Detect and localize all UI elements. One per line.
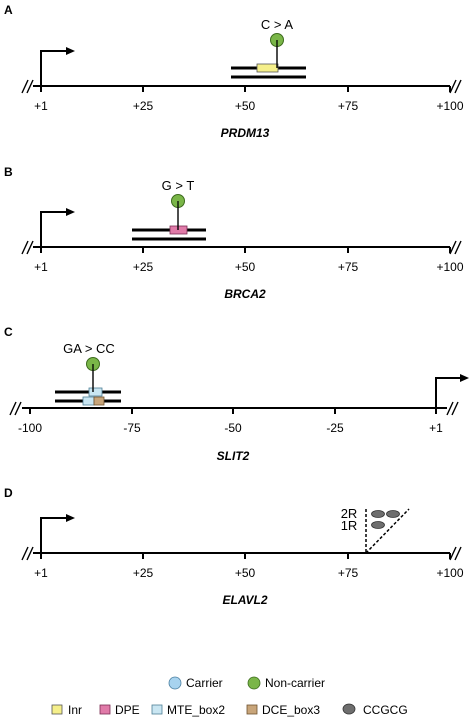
ccgcg-repeat (386, 510, 400, 518)
panel-b-tick-label: +100 (436, 260, 463, 274)
panel-a-tss-arrow (40, 47, 75, 86)
panel-a-mutation-label: C > A (261, 17, 293, 32)
panel-d-tick-label: +25 (133, 566, 154, 580)
panel-d-tick-label: +75 (338, 566, 359, 580)
panel-a-tick-label: +1 (34, 99, 48, 113)
panel-d-tss-arrow (40, 514, 75, 553)
panel-d-tick-label: +50 (235, 566, 256, 580)
dce-box3-element (93, 396, 105, 406)
panel-b-mutation-marker (171, 194, 185, 208)
panel-b-letter: B (4, 165, 13, 179)
legend-item-non-carrier: Non-carrier (247, 676, 325, 690)
panel-d-letter: D (4, 486, 13, 500)
dpe-swatch-icon (99, 704, 111, 715)
panel-b-mutation-label: G > T (162, 178, 195, 193)
panel-a: A +1 +25 +50 +75 +100 (4, 3, 464, 140)
carrier-marker-icon (168, 676, 182, 690)
panel-b-tick-label: +25 (133, 260, 154, 274)
legend-item-dce-box3: DCE_box3 (246, 703, 320, 717)
panel-a-axis-break-right (449, 79, 462, 94)
legend-label: DCE_box3 (262, 703, 320, 717)
panel-d-axis-break-left (21, 546, 34, 561)
legend-item-carrier: Carrier (168, 676, 223, 690)
repeat-label-2r: 2R (341, 506, 358, 521)
panel-b-tick-label: +75 (338, 260, 359, 274)
panel-d-gene-name: ELAVL2 (222, 593, 267, 607)
legend-item-mte-box2: MTE_box2 (151, 703, 225, 717)
non-carrier-marker-icon (247, 676, 261, 690)
ccgcg-repeat (371, 510, 385, 518)
panel-a-letter: A (4, 3, 13, 17)
panel-a-axis-break-left (21, 79, 34, 94)
panel-d-tick-label: +100 (436, 566, 463, 580)
panel-c-gene-name: SLIT2 (217, 449, 250, 463)
panel-c-letter: C (4, 325, 13, 339)
panel-c-mutation-label: GA > CC (63, 341, 115, 356)
repeat-label-1r: 1R (341, 518, 358, 533)
panel-b-axis-break-right (449, 240, 462, 255)
panel-c-mutation-marker (86, 357, 100, 371)
mte-box2-element (82, 396, 95, 406)
dce-box3-swatch-icon (246, 704, 258, 715)
ccgcg-swatch-icon (342, 703, 356, 715)
legend-label: Inr (68, 703, 82, 717)
legend: Carrier Non-carrier Inr DPE MTE_box2 DCE… (51, 676, 408, 717)
ccgcg-repeat (371, 521, 385, 529)
legend-item-dpe: DPE (99, 703, 140, 717)
inr-swatch-icon (51, 704, 63, 715)
panel-c-tss-arrow (435, 374, 469, 408)
panel-a-tick-label: +100 (436, 99, 463, 113)
panel-d-tick-label: +1 (34, 566, 48, 580)
panel-c-tick-label: -50 (224, 421, 242, 435)
repeat-expansion-wedge (365, 508, 410, 554)
inr-element (256, 63, 279, 73)
panel-c-tick-label: -25 (326, 421, 344, 435)
legend-label: CCGCG (363, 703, 408, 717)
panel-b-tick-label: +50 (235, 260, 256, 274)
panel-b: B +1 +25 +50 +75 +100 G > T (4, 165, 464, 301)
panel-c-axis-break-right (446, 401, 459, 416)
legend-label: Carrier (186, 676, 223, 690)
legend-item-inr: Inr (51, 703, 82, 717)
legend-item-ccgcg: CCGCG (342, 703, 408, 717)
panel-c-tick-label: +1 (429, 421, 443, 435)
panel-b-axis-break-left (21, 240, 34, 255)
panel-a-gene-name: PRDM13 (221, 126, 270, 140)
panel-c-tick-label: -75 (123, 421, 141, 435)
panel-d: D +1 +25 +50 +75 +100 2R 1 (4, 486, 464, 607)
panel-a-tick-label: +75 (338, 99, 359, 113)
legend-label: MTE_box2 (167, 703, 225, 717)
mte-box2-swatch-icon (151, 704, 163, 715)
panel-c-axis-break-left (9, 401, 22, 416)
panel-b-gene-name: BRCA2 (224, 287, 266, 301)
legend-label: Non-carrier (265, 676, 325, 690)
panel-b-tss-arrow (40, 208, 75, 247)
panel-b-tick-label: +1 (34, 260, 48, 274)
legend-label: DPE (115, 703, 140, 717)
panel-d-axis-break-right (449, 546, 462, 561)
panel-a-tick-label: +50 (235, 99, 256, 113)
panel-c: C -100 -75 -50 -25 +1 (4, 325, 469, 463)
mte-box2-element (88, 387, 103, 397)
panel-c-tick-label: -100 (18, 421, 42, 435)
panel-a-tick-label: +25 (133, 99, 154, 113)
panel-a-mutation-marker (270, 33, 284, 47)
